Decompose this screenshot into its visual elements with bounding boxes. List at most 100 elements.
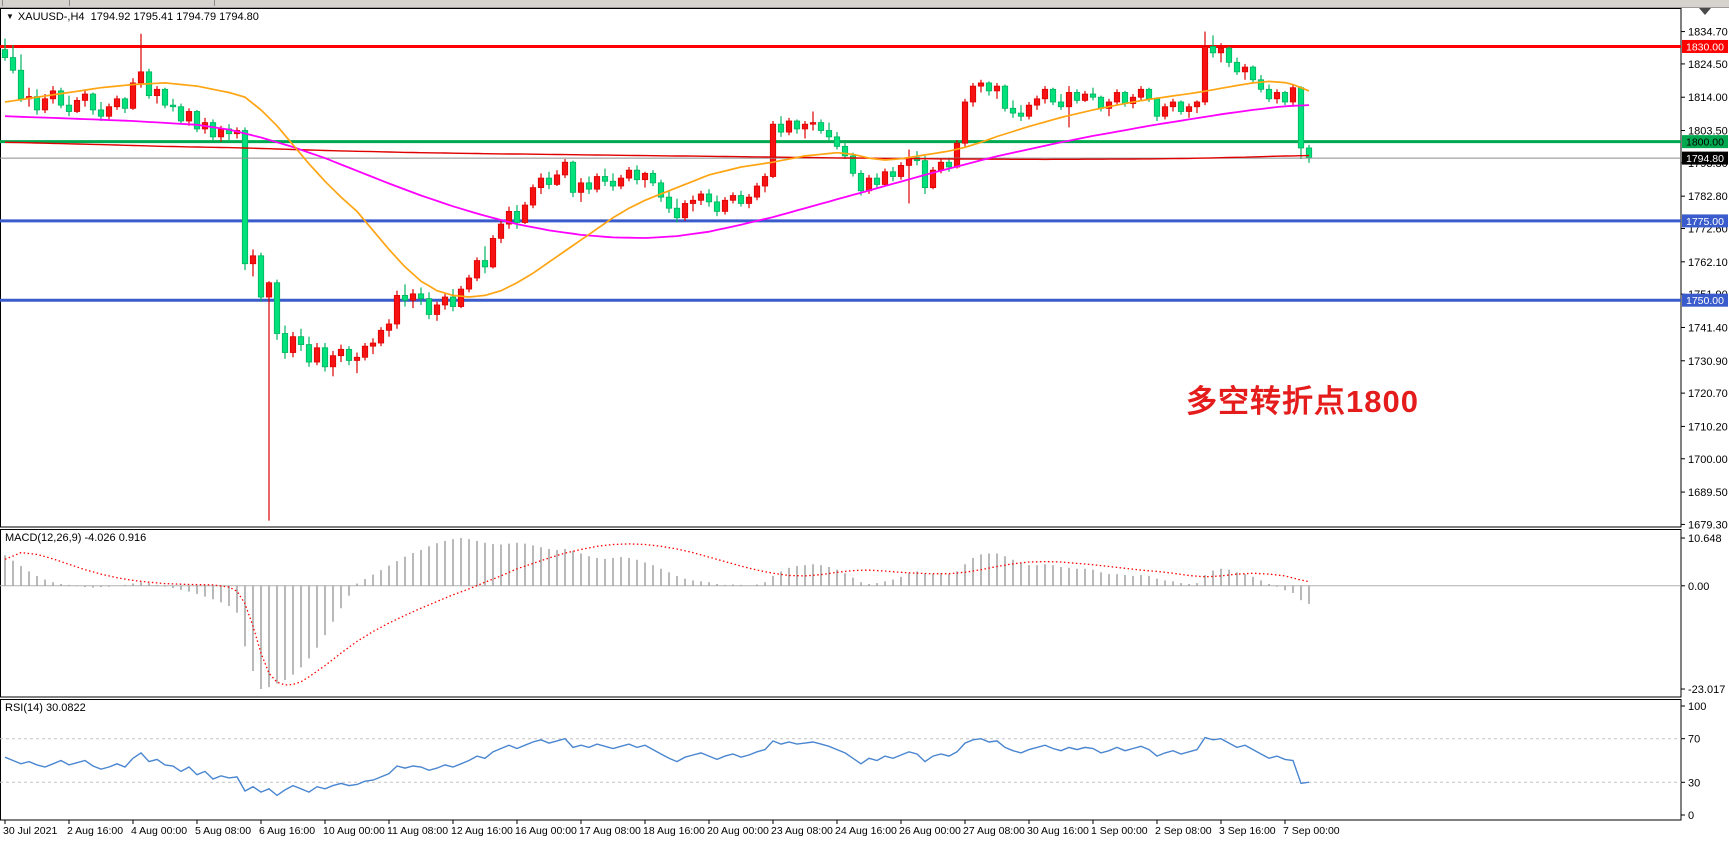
main-price-panel[interactable]	[0, 8, 1682, 528]
price-axis-tick-label: 1762.10	[1688, 257, 1728, 269]
candle-body	[1089, 93, 1097, 98]
candle-body	[609, 180, 617, 187]
candle-body	[9, 57, 17, 71]
ma-medium-magenta-line	[4, 104, 1310, 239]
time-axis-label[interactable]: 2 Sep 08:00	[1155, 825, 1212, 837]
candle-body	[721, 199, 729, 212]
candle-body	[465, 277, 473, 290]
time-axis-label[interactable]: 26 Aug 00:00	[899, 825, 961, 837]
time-axis-label[interactable]: 1 Sep 00:00	[1091, 825, 1148, 837]
candle-body	[953, 142, 961, 168]
candle-body	[1249, 66, 1257, 81]
price-axis-tick-label: 1710.20	[1688, 421, 1728, 433]
candle-body	[881, 171, 889, 185]
scroll-to-end-button[interactable]	[1699, 8, 1711, 15]
hline-1750.00-badge	[1682, 293, 1728, 307]
candle-body	[1041, 88, 1049, 100]
candle-body	[641, 172, 649, 181]
price-axis-tick-label: 1741.40	[1688, 322, 1728, 334]
candle-body	[241, 130, 249, 265]
candle-body	[1209, 46, 1217, 54]
candle-body	[553, 174, 561, 185]
candle-body	[1201, 46, 1209, 103]
candle-body	[377, 329, 385, 344]
price-axis-tick-label: 1679.30	[1688, 519, 1728, 531]
candle-body	[897, 165, 905, 177]
candle-body	[1105, 101, 1113, 109]
symbol-dropdown-icon[interactable]: ▼	[6, 12, 14, 21]
candle-body	[505, 210, 513, 225]
candle-body	[705, 193, 713, 203]
candle-body	[769, 123, 777, 177]
hline-1775.00-badge	[1682, 214, 1728, 228]
rsi-indicator-label: RSI(14) 30.0822	[5, 702, 86, 714]
candle-body	[481, 260, 489, 268]
time-axis-label[interactable]: 11 Aug 08:00	[387, 825, 448, 837]
toolbar-separator	[2, 0, 3, 6]
candle-body	[889, 171, 897, 177]
candle-body	[993, 85, 1001, 92]
candle-body	[297, 336, 305, 345]
rsi-axis-tick-label: 30	[1688, 777, 1700, 789]
macd-panel[interactable]	[0, 529, 1682, 698]
time-axis-label[interactable]: 10 Aug 00:00	[323, 825, 385, 837]
candle-body	[361, 345, 369, 358]
candle-body	[521, 204, 529, 223]
candle-body	[777, 123, 785, 133]
candle-body	[209, 122, 217, 138]
candle-body	[841, 145, 849, 157]
time-axis-label[interactable]: 2 Aug 16:00	[67, 825, 123, 837]
candle-body	[817, 122, 825, 131]
candle-body	[289, 336, 297, 353]
time-axis-label[interactable]: 5 Aug 08:00	[195, 825, 251, 837]
time-axis-label[interactable]: 18 Aug 16:00	[643, 825, 705, 837]
price-axis-tick-label: 1814.00	[1688, 92, 1728, 104]
candle-body	[857, 172, 865, 192]
candle-body	[1, 49, 9, 58]
candle-body	[985, 82, 993, 92]
time-axis-label[interactable]: 16 Aug 00:00	[515, 825, 577, 837]
rsi-panel[interactable]	[0, 699, 1682, 821]
candle-body	[625, 169, 633, 179]
chart-title-text: XAUUSD-,H4 1794.92 1795.41 1794.79 1794.…	[17, 11, 259, 23]
candle-body	[649, 172, 657, 184]
time-axis-label[interactable]: 6 Aug 16:00	[259, 825, 315, 837]
candle-body	[849, 155, 857, 174]
candle-body	[873, 177, 881, 185]
time-axis-label[interactable]: 30 Aug 16:00	[1027, 825, 1089, 837]
time-axis-label[interactable]: 27 Aug 08:00	[963, 825, 1025, 837]
time-axis-label[interactable]: 4 Aug 00:00	[131, 825, 187, 837]
candle-body	[1217, 47, 1225, 54]
candle-body	[801, 123, 809, 130]
time-axis-label[interactable]: 20 Aug 00:00	[707, 825, 769, 837]
toolbar-separator	[214, 0, 215, 6]
time-axis-label[interactable]: 7 Sep 00:00	[1283, 825, 1340, 837]
candle-body	[249, 255, 257, 265]
candle-body	[129, 82, 137, 109]
candle-body	[1145, 88, 1153, 100]
candle-body	[1049, 88, 1057, 103]
candle-body	[1057, 101, 1065, 108]
candle-body	[353, 356, 361, 361]
time-axis-label[interactable]: 23 Aug 08:00	[771, 825, 833, 837]
time-axis-label[interactable]: 24 Aug 16:00	[835, 825, 897, 837]
candle-body	[689, 199, 697, 204]
time-axis-label[interactable]: 3 Sep 16:00	[1219, 825, 1276, 837]
candle-body	[1025, 104, 1033, 117]
time-axis-label[interactable]: 30 Jul 2021	[3, 825, 57, 837]
rsi-axis-tick-label: 100	[1688, 701, 1706, 713]
candle-body	[929, 169, 937, 189]
candle-body	[369, 342, 377, 347]
candle-body	[185, 111, 193, 122]
hline-1830.00-badge	[1682, 39, 1728, 53]
candle-body	[329, 355, 337, 368]
hline-1775.00-badge-label: 1775.00	[1686, 216, 1724, 228]
candle-body	[81, 93, 89, 101]
price-axis-tick-label: 1782.80	[1688, 191, 1728, 203]
time-axis-label[interactable]: 17 Aug 08:00	[579, 825, 641, 837]
time-axis-label[interactable]: 12 Aug 16:00	[451, 825, 513, 837]
candle-body	[1033, 98, 1041, 106]
candle-body	[89, 93, 97, 111]
candle-body	[257, 255, 265, 298]
